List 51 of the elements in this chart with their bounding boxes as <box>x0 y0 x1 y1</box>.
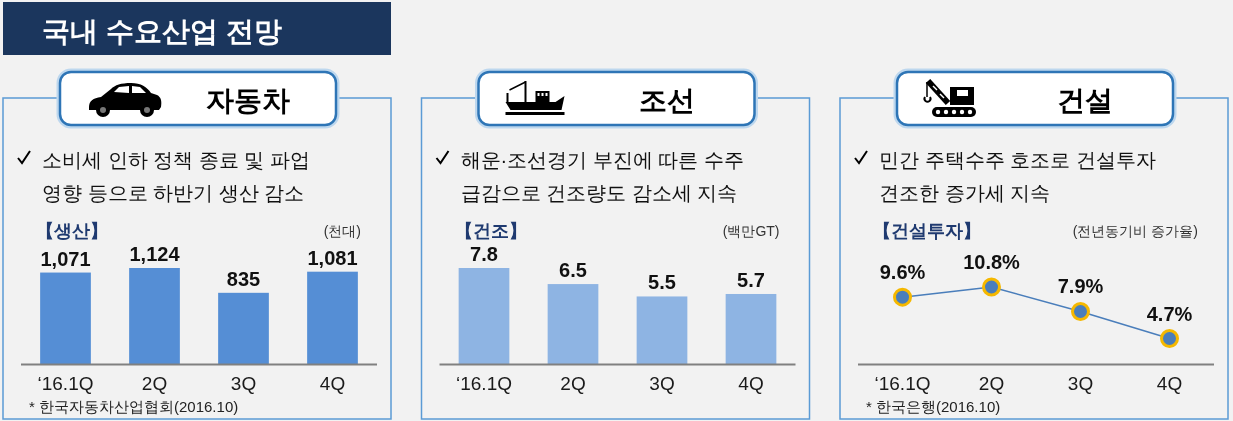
x-tick-label: 3Q <box>1067 373 1094 394</box>
chart-title: 조선 <box>638 85 695 116</box>
bar <box>458 268 510 365</box>
y-axis-title: (백만GT) <box>722 223 780 239</box>
x-tick-label: 2Q <box>141 373 168 394</box>
x-tick-label: 4Q <box>319 373 346 394</box>
y-axis-title: (전년동기비 증가율) <box>1072 223 1198 239</box>
data-label: 7.9% <box>1057 275 1104 298</box>
data-label: 4.7% <box>1146 302 1193 325</box>
bar <box>636 296 688 365</box>
data-label: 7.8 <box>470 243 498 265</box>
chart-subtitle: 소비세 인하 정책 종료 및 파업 영향 등으로 하반기 생산 감소 <box>42 149 310 204</box>
x-tick-label: 4Q <box>1156 373 1183 394</box>
chart-subtitle: 해운·조선경기 부진에 따른 수주 급감으로 건조량도 감소세 지속 <box>460 149 744 204</box>
x-tick-label: 4Q <box>738 373 764 394</box>
bar <box>725 293 777 365</box>
x-tick-label: 3Q <box>230 373 257 394</box>
text: 국내 수요산업 전망 <box>42 16 282 47</box>
data-label: 1,071 <box>40 247 91 270</box>
data-label: 1,124 <box>129 243 181 265</box>
x-tick-label: 2Q <box>560 373 586 394</box>
data-label: 5.7 <box>737 268 765 291</box>
x-tick-label: ‘16.1Q <box>874 373 931 394</box>
data-label: 1,081 <box>307 246 358 269</box>
bar <box>547 284 599 365</box>
x-tick-label: ‘16.1Q <box>37 373 94 394</box>
bar <box>129 268 180 365</box>
chart-title: 건설 <box>1057 85 1113 116</box>
data-label: 6.5 <box>559 259 587 282</box>
y-axis-title: (천대) <box>323 223 361 239</box>
data-label: 10.8% <box>963 251 1021 273</box>
chart-subtitle: 민간 주택수주 호조로 건설투자 견조한 증가세 지속 <box>879 149 1156 204</box>
bar <box>307 271 358 365</box>
point <box>982 277 1001 297</box>
point <box>1160 329 1179 348</box>
point <box>1071 301 1090 321</box>
text: 【생산】 <box>36 221 108 241</box>
data-label: 9.6% <box>879 261 926 284</box>
bar <box>40 272 91 365</box>
data-label: 5.5 <box>648 271 676 294</box>
text: 【건설투자】 <box>873 221 981 241</box>
x-tick-label: ‘16.1Q <box>456 373 512 394</box>
bar <box>218 292 269 365</box>
text: * 한국자동차산업협회(2016.10) <box>29 398 239 415</box>
chart-title: 자동차 <box>206 85 290 116</box>
data-label: 835 <box>226 267 261 290</box>
point <box>893 287 912 307</box>
text: * 한국은행(2016.10) <box>866 398 1001 415</box>
text: 【건조】 <box>454 221 527 241</box>
x-tick-label: 2Q <box>978 373 1005 394</box>
x-tick-label: 3Q <box>649 373 675 394</box>
